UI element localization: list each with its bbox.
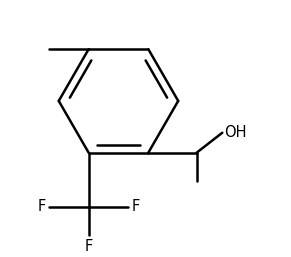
Text: F: F: [37, 199, 45, 214]
Text: F: F: [132, 199, 140, 214]
Text: OH: OH: [225, 125, 247, 140]
Text: F: F: [84, 238, 93, 254]
